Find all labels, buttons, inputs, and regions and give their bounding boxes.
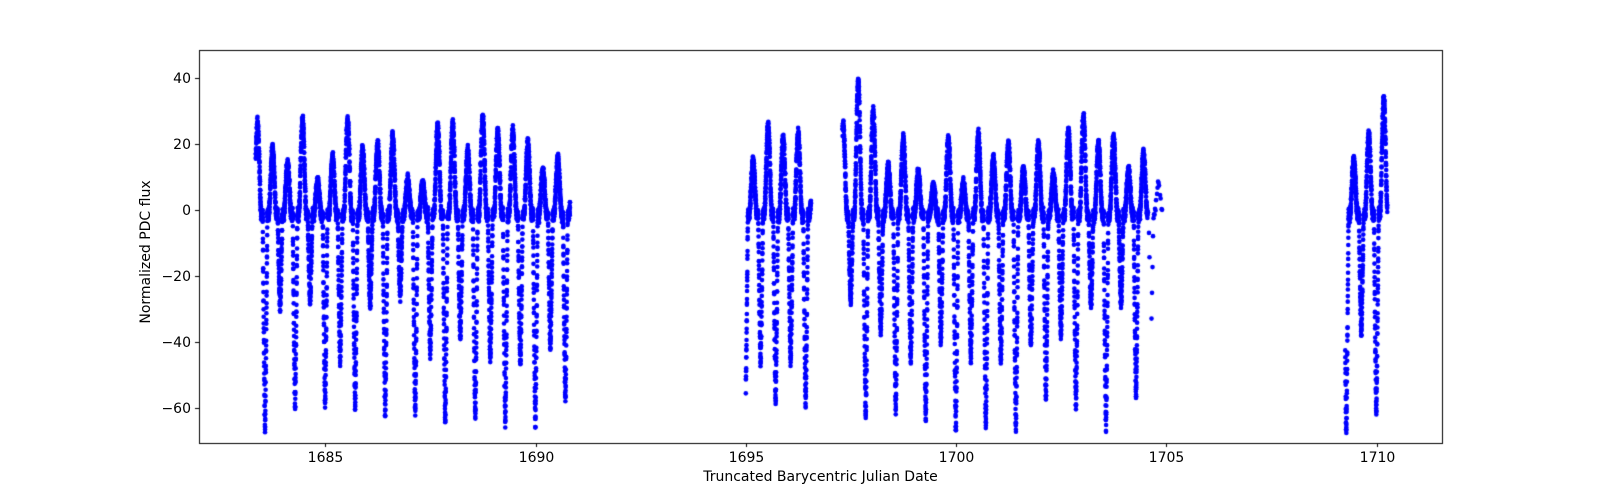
- y-tick-label: 0: [182, 202, 191, 219]
- y-tick-label: −20: [161, 268, 191, 285]
- x-tick-label: 1695: [728, 450, 765, 466]
- y-axis-label: Normalized PDC flux: [138, 180, 154, 324]
- x-axis-label: Truncated Barycentric Julian Date: [703, 469, 938, 485]
- x-tick-label: 1690: [518, 450, 555, 466]
- x-tick-label: 1705: [1148, 450, 1185, 466]
- y-tick-label: −60: [161, 400, 191, 417]
- x-tick-label: 1710: [1359, 450, 1396, 466]
- y-tick-label: −40: [161, 334, 191, 351]
- x-tick-label: 1685: [307, 450, 344, 466]
- x-tick-label: 1700: [938, 450, 975, 466]
- y-tick-label: 20: [173, 136, 191, 153]
- y-tick-label: 40: [173, 70, 191, 87]
